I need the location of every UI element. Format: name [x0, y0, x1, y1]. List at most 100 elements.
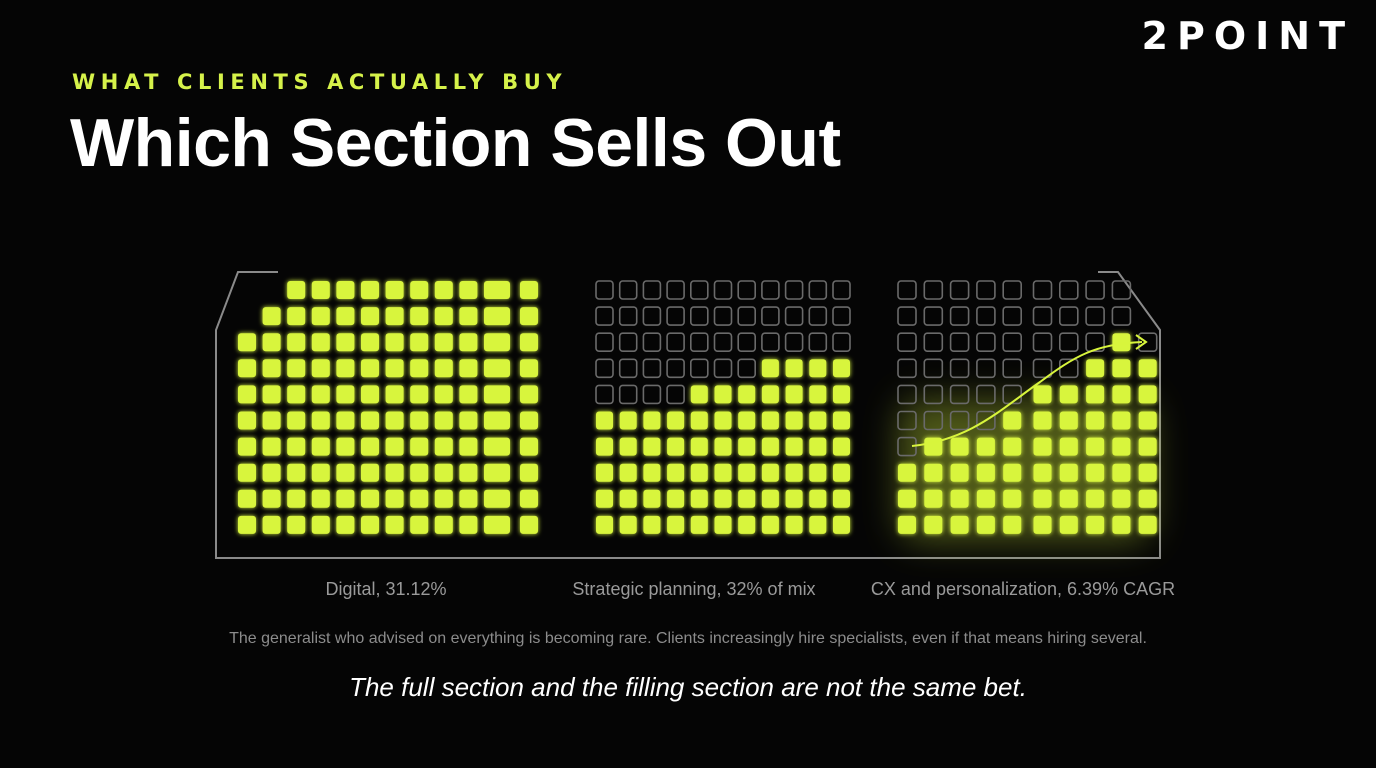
seat-cx-filled: [1112, 515, 1131, 534]
seat-cx-filled: [1112, 385, 1131, 404]
seat-strategic-filled: [738, 515, 756, 534]
seat-cx-empty: [897, 332, 917, 353]
seat-strategic-empty: [784, 332, 804, 353]
seat-strategic-filled: [714, 411, 732, 430]
seat-digital: [520, 385, 538, 404]
seat-cx-filled: [1112, 463, 1131, 482]
seat-cx-empty: [1085, 306, 1105, 326]
seat-digital: [484, 385, 510, 404]
seat-strategic-filled: [690, 489, 708, 508]
seat-strategic-empty: [666, 332, 685, 353]
seat-digital: [262, 385, 281, 404]
seat-strategic-filled: [833, 463, 850, 482]
seat-digital: [262, 515, 281, 534]
seat-strategic-empty: [666, 384, 685, 405]
seat-digital: [311, 489, 330, 508]
seat-cx-filled: [1033, 411, 1052, 430]
seat-digital: [238, 411, 256, 430]
seat-digital: [434, 489, 453, 508]
seat-digital: [361, 515, 379, 534]
seat-digital: [410, 515, 429, 534]
seat-digital: [311, 385, 330, 404]
seat-strategic-filled: [667, 489, 685, 508]
seat-strategic-empty: [595, 358, 614, 379]
seat-cx-filled: [1059, 515, 1078, 534]
seat-digital: [311, 359, 330, 378]
seat-strategic-filled: [761, 411, 779, 430]
seat-digital: [459, 411, 478, 430]
seat-digital: [385, 411, 404, 430]
seat-digital: [287, 307, 306, 326]
seat-strategic-filled: [738, 411, 756, 430]
seat-cx-empty: [949, 280, 970, 300]
seat-cx-filled: [950, 437, 969, 456]
seat-cx-empty: [897, 306, 917, 326]
seat-digital: [238, 385, 256, 404]
seat-cx-filled: [1086, 385, 1105, 404]
seat-strategic-empty: [618, 306, 638, 326]
seat-digital: [410, 307, 429, 326]
seat-strategic-filled: [738, 463, 756, 482]
seat-strategic-filled: [643, 515, 661, 534]
seat-digital: [410, 333, 429, 352]
seat-strategic-empty: [808, 280, 828, 300]
seat-strategic-filled: [785, 385, 803, 404]
seat-strategic-filled: [596, 437, 613, 456]
seat-digital: [434, 333, 453, 352]
seat-digital: [336, 489, 355, 508]
seat-cx-filled: [1112, 359, 1131, 378]
seat-digital: [484, 307, 510, 326]
seat-cx-empty: [976, 280, 996, 300]
seat-cx-empty: [897, 384, 917, 405]
seat-digital: [336, 281, 355, 299]
seat-cx-filled: [976, 515, 995, 534]
seat-cx-filled: [1059, 385, 1078, 404]
seat-digital: [336, 333, 355, 352]
seat-digital: [520, 411, 538, 430]
seat-strategic-filled: [785, 359, 803, 378]
seat-digital: [410, 437, 429, 456]
seat-cx-filled: [1138, 463, 1157, 482]
seat-digital: [238, 515, 256, 534]
seat-strategic-empty: [737, 306, 757, 326]
seat-cx-empty: [1059, 306, 1079, 326]
seat-digital: [336, 515, 355, 534]
seat-strategic-empty: [689, 332, 709, 353]
seat-digital: [484, 437, 510, 456]
seat-cx-empty: [1032, 358, 1053, 379]
seat-digital: [385, 307, 404, 326]
seat-digital: [410, 489, 429, 508]
seat-digital: [361, 489, 379, 508]
seat-digital: [238, 437, 256, 456]
takeaway-statement: The full section and the filling section…: [349, 672, 1027, 702]
seat-digital: [311, 463, 330, 482]
eyebrow-heading: WHAT CLIENTS ACTUALLY BUY: [72, 70, 568, 94]
seat-strategic-filled: [619, 489, 637, 508]
context-note: The generalist who advised on everything…: [229, 630, 1147, 647]
seat-strategic-filled: [714, 437, 732, 456]
seat-cx-empty: [1032, 306, 1053, 326]
seat-strategic-filled: [643, 411, 661, 430]
seat-strategic-empty: [642, 280, 662, 300]
seat-strategic-filled: [714, 463, 732, 482]
seat-cx-empty: [1059, 280, 1079, 300]
seat-strategic-filled: [761, 359, 779, 378]
seat-cx-empty: [976, 332, 996, 353]
seat-cx-filled: [1033, 385, 1052, 404]
seat-strategic-filled: [667, 437, 685, 456]
seat-cx-empty: [949, 384, 970, 405]
seat-digital: [484, 489, 510, 508]
seat-digital: [361, 411, 379, 430]
seat-strategic-empty: [642, 332, 662, 353]
seat-strategic-filled: [690, 385, 708, 404]
seat-strategic-filled: [714, 385, 732, 404]
seat-strategic-filled: [714, 515, 732, 534]
seat-cx-empty: [897, 436, 917, 457]
seat-digital: [287, 385, 306, 404]
seat-strategic-empty: [761, 306, 780, 326]
seat-strategic-filled: [596, 411, 613, 430]
seat-digital: [520, 307, 538, 326]
seat-strategic-filled: [690, 411, 708, 430]
seat-cx-filled: [898, 463, 916, 482]
seat-strategic-filled: [596, 489, 613, 508]
